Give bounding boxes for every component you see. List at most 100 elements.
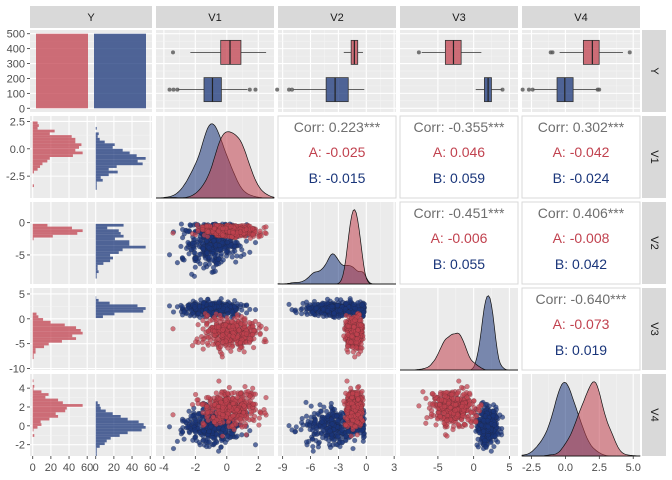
scatter-point-a [437,413,443,420]
scatter-point-a [456,378,462,384]
scatter-point-b [244,302,250,308]
scatter-point-b [307,306,313,312]
scatter-point-a [170,326,176,332]
scatter-point-b [292,429,298,435]
scatter-point-b [181,436,187,442]
scatter-point-b [347,298,353,304]
hist-bar-b [95,151,130,155]
scatter-point-a [243,331,250,337]
scatter-point-b [304,311,310,318]
hist-bar-b [95,442,105,446]
scatter-point-a [204,322,210,328]
scatter-point-b [307,422,313,429]
hist-bar-a [32,124,39,127]
scatter-point-b [325,308,331,314]
scatter-point-b [220,305,226,312]
scatter-point-b [239,432,245,438]
scatter-point-b [329,421,335,427]
hist-bar-a [32,395,46,399]
scatter-point-b [488,440,494,446]
scatter-point-b [193,255,199,261]
hist-bar-b [95,137,100,141]
hist-bar-a [32,323,65,327]
scatter-point-b [183,245,190,252]
hist-bar-b [95,404,100,407]
scatter-point-b [192,236,198,243]
hist-bar-b [95,431,128,435]
scatter-point-b [298,427,304,433]
hist-bar-a [32,318,44,321]
scatter-point-a [258,323,264,329]
scatter-point-b [335,433,341,440]
scatter-point-b [325,413,331,419]
scatter-point-b [286,423,292,429]
scatter-point-a [352,423,358,430]
hist-bar-a [32,126,38,130]
hist-bar-b [95,167,109,171]
hist-bar-b [95,157,146,160]
scatter-point-b [243,238,250,244]
hist-bar-b [95,275,97,279]
scatter-point-b [234,253,240,259]
scatter-point-a [250,332,256,338]
scatter-point-a [237,344,244,350]
scatter-point-a [345,343,351,350]
scatter-point-a [218,399,224,406]
scatter-point-b [196,411,202,417]
hist-bar-a [32,420,41,424]
scatter-point-b [309,436,316,442]
hist-bar-b [95,237,115,241]
hist-bar-a [32,165,41,168]
scatter-point-a [233,421,239,427]
scatter-point-b [352,437,358,444]
scatter-point-b [229,254,235,260]
hist-bar-b [95,132,99,136]
scatter-point-b [293,310,299,316]
scatter-point-a [348,385,354,391]
hist-bar-a [32,425,38,429]
hist-bar-b [95,256,114,260]
scatter-point-b [212,268,218,274]
scatter-point-a [429,401,436,407]
hist-bar-b [95,445,100,448]
scatter-point-a [252,391,259,397]
scatter-point-b [216,243,223,249]
scatter-point-b [313,305,319,311]
boxplot-box-a [220,39,242,65]
boxplot-outlier [548,50,553,55]
scatter-point-a [237,390,244,397]
scatter-point-a [220,332,226,338]
scatter-point-b [359,428,365,434]
hist-bar-a [32,406,67,410]
scatter-point-a [230,230,236,236]
hist-bar-b [95,420,139,424]
scatter-point-a [343,422,349,428]
hist-bar-a [32,398,59,402]
hist-bar-b [95,267,98,271]
scatter-point-b [350,446,356,452]
scatter-point-a [352,317,358,323]
scatter-point-a [200,317,206,324]
scatter-point-b [206,245,212,251]
scatter-point-b [328,400,334,407]
scatter-point-b [492,433,498,439]
scatter-point-b [192,264,198,270]
scatter-point-b [335,417,341,424]
scatter-point-a [205,312,211,319]
scatter-point-a [229,390,235,396]
hist-bar-a [32,137,76,141]
scatter-point-b [252,307,259,313]
scatter-point-b [181,257,187,263]
scatter-point-a [234,407,240,413]
scatter-point-a [358,322,364,328]
hist-bar-a [32,428,34,432]
hist-bar-a [32,393,49,396]
hist-bar-b [95,447,97,451]
scatter-point-a [211,328,218,335]
scatter-point-a [215,404,222,410]
scatter-point-b [208,306,214,312]
hist-bar-b [95,240,130,243]
scatter-point-a [348,433,354,439]
